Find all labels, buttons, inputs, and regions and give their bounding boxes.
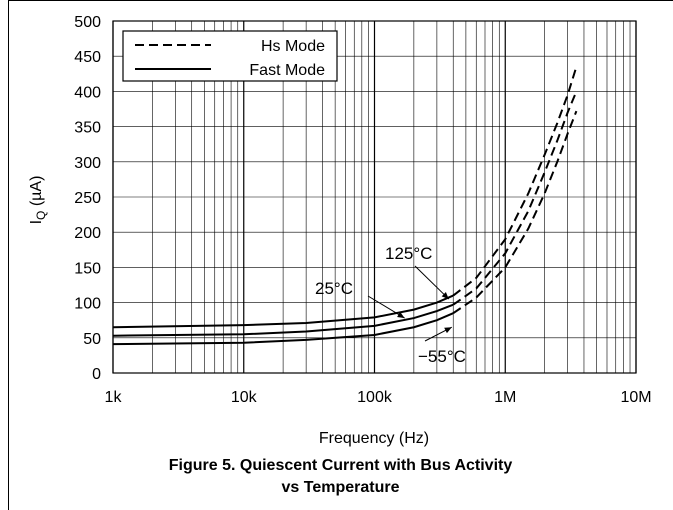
- series-line-fast-mode: [112, 312, 454, 346]
- x-tick-label: 100k: [357, 389, 393, 406]
- figure-caption: Figure 5. Quiescent Current with Bus Act…: [8, 455, 673, 499]
- annotation-leader-line: [367, 295, 405, 319]
- annotations: 125°C 25°C −55°C: [315, 244, 466, 366]
- y-tick-label: 150: [74, 260, 101, 277]
- series-line-hs-mode: [452, 110, 578, 314]
- legend-entry-label: Hs Mode: [261, 38, 325, 55]
- y-axis-label-unit: (µA): [28, 176, 45, 211]
- annotation-arrowhead: [397, 311, 405, 319]
- figure-caption-line-2: vs Temperature: [281, 479, 400, 496]
- y-tick-label: 500: [74, 14, 101, 31]
- annotation-label: 25°C: [315, 279, 353, 298]
- legend-entry-label: Fast Mode: [249, 62, 325, 79]
- y-tick-label: 350: [74, 120, 101, 137]
- series-line-hs-mode: [452, 91, 578, 306]
- legend: Hs Mode Fast Mode: [122, 30, 338, 82]
- page-frame-top-border: [8, 0, 673, 1]
- page-frame-left-border: [8, 0, 9, 510]
- y-tick-label: 450: [74, 49, 101, 66]
- legend-box: [122, 30, 338, 82]
- y-tick-label: 300: [74, 155, 101, 172]
- series-line-fast-mode: [112, 294, 454, 329]
- chart: 0 50 100 150 200 250 300 350 400 450 500 1k 10k 100k 1…: [28, 14, 652, 447]
- y-tick-label: 400: [74, 84, 101, 101]
- figure-caption-line-1: Figure 5. Quiescent Current with Bus Act…: [168, 457, 513, 474]
- y-axis-label-main: I: [28, 220, 45, 224]
- annotation-arrowhead: [444, 327, 452, 334]
- y-tick-label: 50: [83, 331, 101, 348]
- series-lines: [112, 66, 578, 346]
- y-axis-label: IQ (µA): [28, 176, 48, 225]
- y-tick-label: 100: [74, 296, 101, 313]
- plot-border: [112, 20, 637, 374]
- series-line-fast-mode: [112, 303, 454, 337]
- y-axis-label-subscript: Q: [34, 211, 48, 220]
- annotation-label: 125°C: [385, 244, 432, 263]
- x-tick-label: 1M: [494, 389, 516, 406]
- y-tick-label: 0: [92, 366, 101, 383]
- y-tick-label: 200: [74, 225, 101, 242]
- annotation-arrowhead: [441, 292, 449, 300]
- x-tick-label: 1k: [105, 389, 123, 406]
- y-tick-label: 250: [74, 190, 101, 207]
- tick-labels: 0 50 100 150 200 250 300 350 400 450 500 1k 10k 100k 1…: [74, 14, 651, 406]
- annotation-leader-line: [414, 265, 450, 300]
- x-axis-label: Frequency (Hz): [319, 430, 429, 447]
- series-line-hs-mode: [452, 66, 578, 297]
- annotation-label: −55°C: [418, 347, 466, 366]
- x-tick-label: 10k: [231, 389, 258, 406]
- x-tick-label: 10M: [620, 389, 651, 406]
